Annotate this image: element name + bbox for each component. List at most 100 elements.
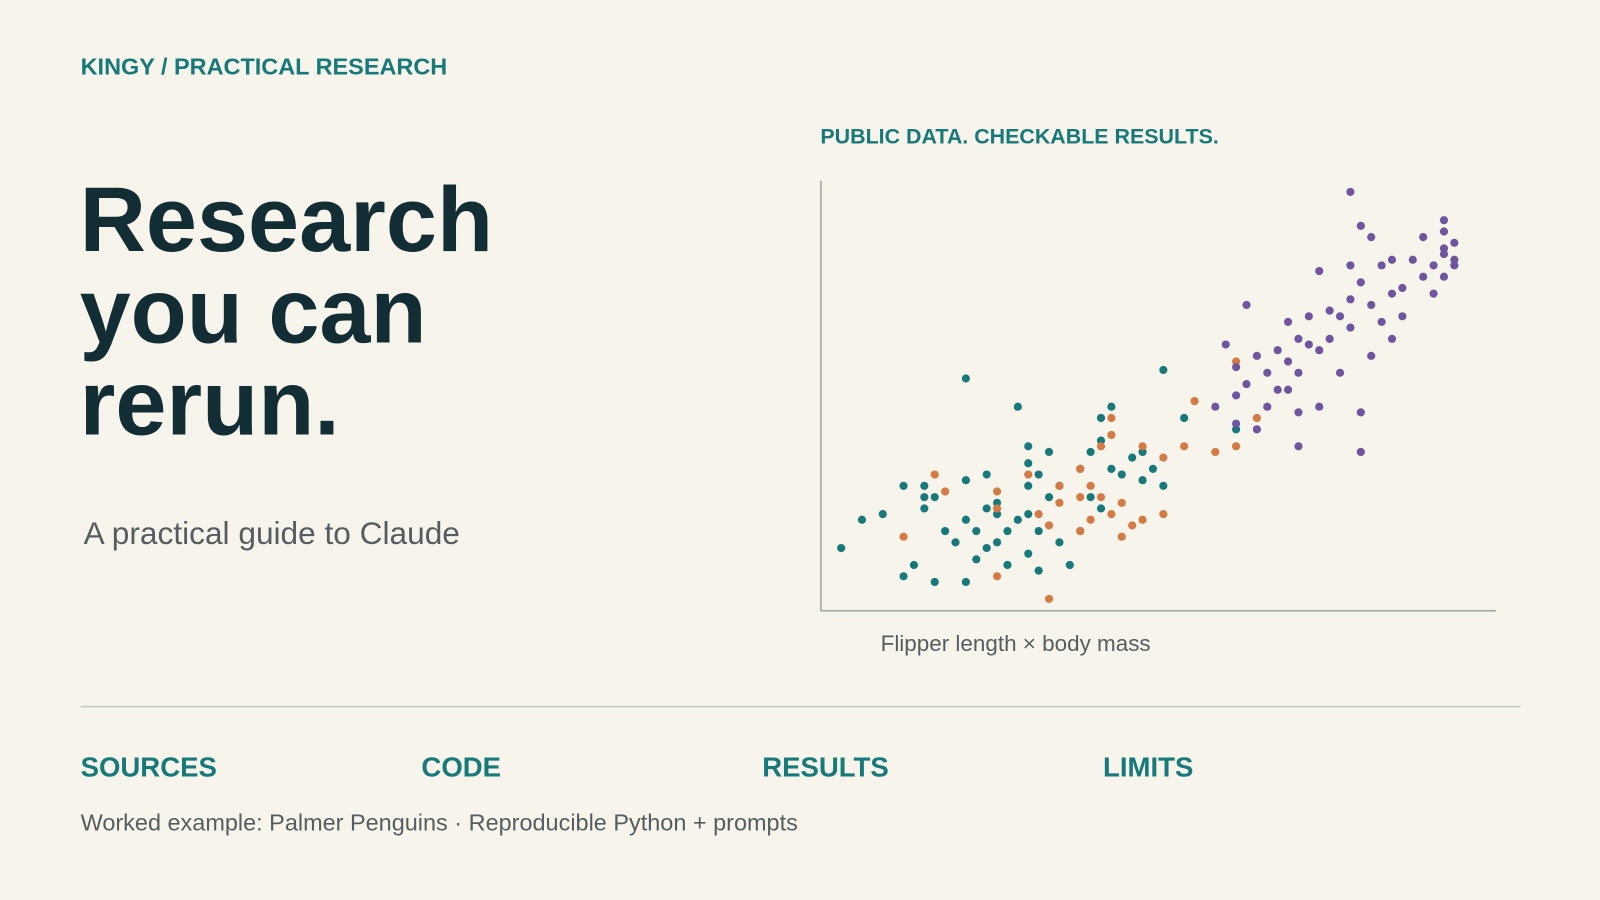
point: [1439, 272, 1449, 281]
point: [941, 526, 950, 536]
point: [1086, 515, 1095, 524]
point: [1096, 413, 1106, 423]
point: [1159, 453, 1168, 462]
section-label: RESULTS: [762, 752, 889, 783]
point: [1107, 430, 1116, 440]
point: [1086, 447, 1095, 457]
point: [1242, 300, 1251, 310]
point: [857, 515, 867, 524]
point: [992, 504, 1002, 513]
point: [1273, 346, 1282, 355]
point: [1117, 498, 1126, 507]
point: [1128, 521, 1137, 530]
subtitle: A practical guide to Claude: [84, 515, 460, 551]
point: [1346, 187, 1355, 196]
point: [1096, 436, 1106, 445]
point: [1450, 238, 1459, 247]
point: [1138, 476, 1147, 485]
point: [1252, 425, 1261, 434]
point: [1044, 447, 1054, 457]
point: [1013, 402, 1022, 411]
point: [1450, 255, 1459, 264]
point: [920, 481, 929, 490]
point: [961, 476, 970, 485]
point: [1335, 368, 1345, 377]
point: [1024, 481, 1033, 490]
point: [1211, 447, 1220, 457]
point: [1107, 510, 1116, 519]
section-label: CODE: [421, 752, 501, 783]
point: [1450, 261, 1459, 270]
point: [1439, 227, 1449, 236]
point: [982, 504, 991, 513]
hero-title-line: rerun.: [80, 352, 340, 454]
point: [1346, 261, 1355, 270]
point: [1055, 498, 1064, 507]
point: [972, 555, 981, 564]
point: [1055, 538, 1064, 547]
point: [1034, 470, 1043, 479]
point: [930, 493, 939, 502]
hero-title-line: you can: [80, 261, 427, 363]
point: [1304, 340, 1313, 349]
point: [1096, 504, 1106, 513]
point: [1419, 272, 1428, 281]
point: [1398, 283, 1407, 293]
point: [1117, 470, 1126, 479]
point: [909, 560, 919, 570]
point: [1138, 442, 1147, 451]
point: [1294, 334, 1303, 343]
point: [1263, 368, 1272, 377]
point: [1034, 566, 1043, 575]
point: [1356, 408, 1365, 417]
point: [1232, 363, 1241, 372]
point: [1096, 442, 1106, 451]
point: [899, 572, 908, 581]
point: [1024, 549, 1033, 558]
point: [1117, 532, 1126, 541]
breadcrumb: KINGY / PRACTICAL RESEARCH: [81, 54, 448, 80]
point: [1439, 244, 1449, 253]
point: [1148, 464, 1158, 473]
point: [1003, 526, 1012, 536]
point: [1294, 408, 1303, 417]
point: [1138, 447, 1147, 457]
point: [1159, 481, 1168, 490]
footer-text: Worked example: Palmer Penguins · Reprod…: [81, 810, 798, 836]
point: [1356, 278, 1365, 287]
point: [1367, 300, 1376, 310]
point: [992, 498, 1002, 507]
point: [1419, 233, 1428, 242]
point: [1107, 464, 1116, 473]
point: [1294, 442, 1303, 451]
point: [1335, 312, 1345, 321]
point: [1232, 442, 1241, 451]
point: [1263, 402, 1272, 411]
point: [1128, 453, 1137, 462]
point: [1107, 413, 1116, 423]
point: [1221, 340, 1230, 349]
section-label: SOURCES: [81, 752, 217, 783]
chart-caption: Flipper length × body mass: [881, 631, 1151, 656]
point: [1356, 447, 1365, 457]
point: [837, 543, 846, 553]
point: [1044, 493, 1054, 502]
point: [1273, 385, 1282, 394]
point: [1044, 594, 1054, 603]
point: [1086, 481, 1095, 490]
point: [951, 538, 960, 547]
point: [1076, 464, 1085, 473]
point: [1377, 261, 1386, 270]
point: [899, 532, 908, 541]
section-label: LIMITS: [1103, 752, 1193, 783]
point: [1387, 255, 1397, 264]
point: [1315, 266, 1324, 276]
point: [1076, 526, 1085, 536]
chart-title: PUBLIC DATA. CHECKABLE RESULTS.: [820, 124, 1218, 148]
point: [1377, 317, 1386, 327]
point: [920, 504, 929, 513]
point: [920, 493, 929, 502]
point: [982, 543, 991, 553]
